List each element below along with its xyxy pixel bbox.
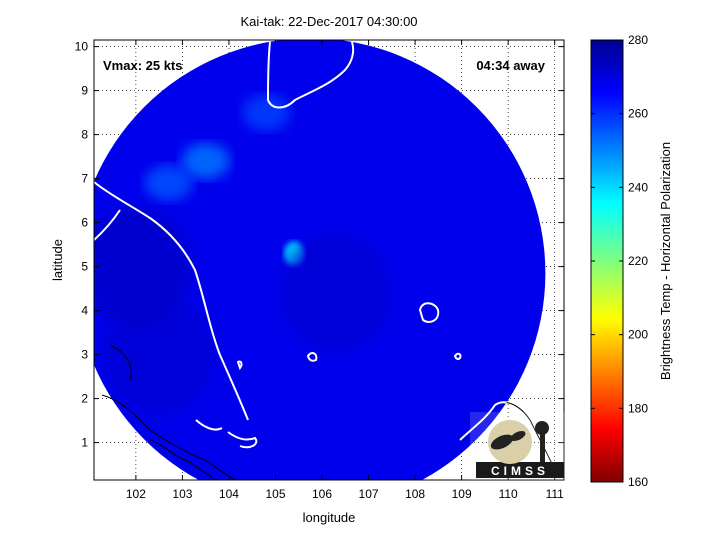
brightness-feature (144, 165, 193, 201)
y-tick-label: 3 (81, 348, 88, 362)
brightness-feature (181, 143, 230, 179)
y-tick-label: 10 (75, 40, 89, 54)
x-tick-label: 108 (405, 487, 425, 501)
x-tick-label: 110 (499, 487, 518, 501)
logo-banner (476, 462, 564, 478)
y-tick-label: 9 (81, 84, 88, 98)
plot-frame (93, 39, 565, 481)
y-tick-label: 1 (81, 436, 88, 450)
x-tick-label: 109 (452, 487, 472, 501)
colorbar-tick-label: 240 (628, 180, 648, 194)
time-away-annotation: 04:34 away (476, 58, 545, 73)
colorbar-tick-label: 160 (628, 475, 648, 489)
cimss-logo: CIMSS (470, 412, 566, 480)
x-tick-label: 111 (546, 487, 565, 501)
vmax-annotation: Vmax: 25 kts (103, 58, 183, 73)
colorbar-tick-label: 220 (628, 254, 648, 268)
colorbar-tick-label: 200 (628, 328, 648, 342)
brightness-feature (280, 233, 391, 353)
colorbar-ticks: 160 180 200 220 240 260 280 (591, 33, 648, 489)
colorbar: 160 180 200 220 240 260 280 Brightness Temp - … (590, 33, 673, 489)
x-tick-label: 105 (265, 487, 285, 501)
logo-text: CIMSS (491, 464, 549, 478)
x-axis-label: longitude (303, 510, 356, 525)
colorbar-tick-label: 280 (628, 33, 648, 47)
x-axis-ticks: 102 103 104 105 106 107 108 109 110 111 (126, 40, 564, 501)
brightness-feature (104, 294, 215, 415)
x-tick-label: 102 (126, 487, 146, 501)
x-tick-label: 106 (312, 487, 332, 501)
y-tick-label: 5 (81, 260, 88, 274)
y-tick-label: 7 (81, 172, 88, 186)
chart-title: Kai-tak: 22-Dec-2017 04:30:00 (240, 14, 417, 29)
x-tick-label: 107 (359, 487, 379, 501)
plot-area: 102 103 104 105 106 107 108 109 110 111 1 2 3 4 5 6 7 8 9… (50, 39, 566, 525)
y-axis-ticks: 1 2 3 4 5 6 7 8 9 10 (75, 40, 564, 450)
brightness-features (94, 94, 391, 415)
colorbar-tick-label: 180 (628, 401, 648, 415)
y-tick-label: 6 (81, 216, 88, 230)
x-tick-label: 104 (219, 487, 239, 501)
x-tick-label: 103 (172, 487, 192, 501)
colorbar-label: Brightness Temp - Horizontal Polarizatio… (658, 142, 673, 380)
y-tick-label: 4 (81, 304, 88, 318)
y-tick-label: 2 (81, 392, 88, 406)
colorbar-tick-label: 260 (628, 107, 648, 121)
colorbar-bar (590, 39, 624, 483)
y-tick-label: 8 (81, 128, 88, 142)
y-axis-label: latitude (50, 239, 65, 281)
brightness-feature (242, 94, 291, 131)
